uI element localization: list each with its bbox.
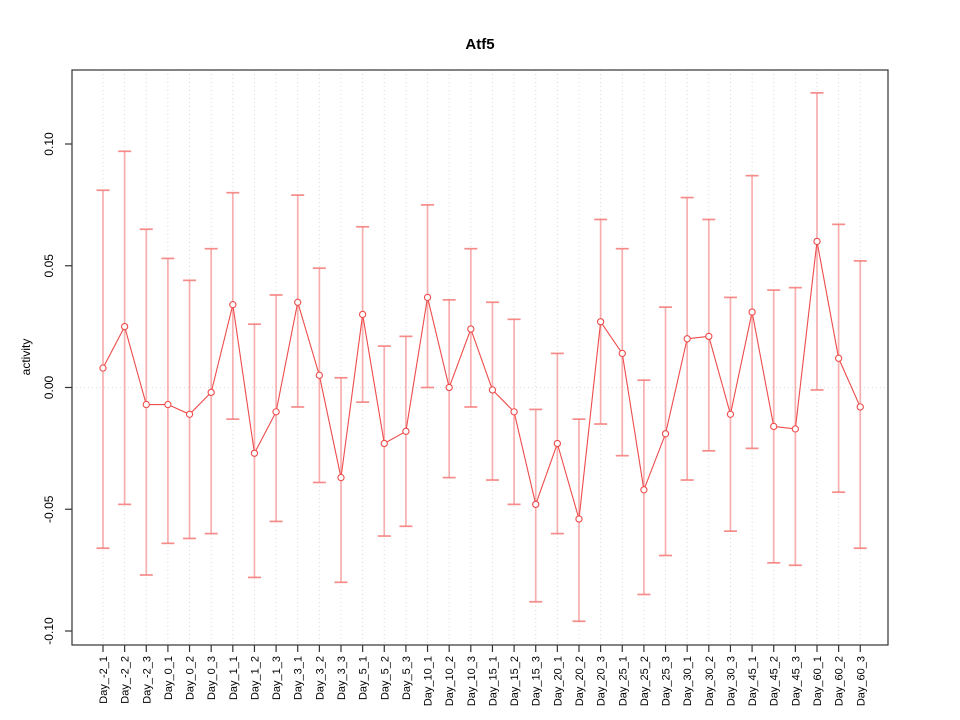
- data-point: [770, 422, 778, 431]
- x-tick-label: Day_60_1: [812, 656, 824, 706]
- data-point: [553, 439, 562, 448]
- plot-frame: [71, 69, 889, 646]
- data-point: [315, 371, 324, 379]
- x-tick-label: Day_3_3: [336, 656, 348, 700]
- plot-area: -0.10 -0.05 0.00 0.05 0.10 Day_-2_1 Day_-2_2 Da…: [42, 69, 889, 706]
- x-tick-label: Day_5_2: [379, 656, 391, 700]
- data-point: [120, 322, 129, 331]
- data-point: [856, 403, 864, 411]
- data-point: [661, 430, 670, 438]
- x-tick-label: Day_15_2: [509, 656, 521, 706]
- x-tick-label: Day_30_3: [725, 656, 737, 706]
- y-tick-label: -0.10: [42, 617, 56, 645]
- y-axis-label: activity: [19, 339, 33, 376]
- y-tick-label: 0.05: [42, 254, 56, 278]
- x-tick-label: Day_20_2: [574, 656, 586, 706]
- data-point: [229, 301, 237, 309]
- x-tick-label: Day_1_1: [228, 656, 240, 700]
- data-point: [510, 408, 518, 416]
- x-tick-label: Day_60_2: [834, 656, 846, 706]
- data-point: [402, 427, 410, 435]
- data-point: [813, 237, 821, 246]
- x-tick-label: Day_20_1: [552, 656, 564, 706]
- y-tick-label: 0.10: [42, 132, 56, 156]
- data-point: [207, 388, 215, 397]
- x-tick-label: Day_0_1: [163, 656, 175, 700]
- data-point: [164, 400, 172, 409]
- x-tick-label: Day_5_1: [358, 656, 370, 700]
- y-tick-label: 0.00: [42, 375, 56, 399]
- data-point: [488, 386, 497, 394]
- data-point: [445, 383, 453, 392]
- x-tick-label: Day_-2_3: [141, 656, 153, 704]
- data-point: [791, 425, 800, 433]
- x-tick-label: Day_1_3: [271, 656, 283, 700]
- data-point: [272, 408, 280, 416]
- x-tick-label: Day_0_3: [206, 656, 218, 700]
- series-line: [102, 241, 861, 520]
- x-tick-label: Day_25_2: [639, 656, 651, 706]
- data-point: [358, 310, 367, 319]
- data-point: [748, 308, 756, 316]
- x-tick-label: Day_1_2: [249, 656, 261, 700]
- y-tick-label: -0.05: [42, 495, 56, 523]
- x-tick-label: Day_30_1: [682, 656, 694, 706]
- x-tick-label: Day_10_1: [423, 656, 435, 706]
- chart-title: Atf5: [465, 36, 494, 53]
- x-tick-label: Day_10_2: [444, 656, 456, 706]
- data-point: [618, 349, 626, 358]
- x-tick-label: Day_45_1: [747, 656, 759, 706]
- data-point: [683, 335, 691, 343]
- x-tick-label: Day_20_3: [596, 656, 608, 706]
- data-point: [726, 410, 735, 418]
- x-tick-label: Day_60_3: [855, 656, 867, 706]
- x-tick-label: Day_45_3: [790, 656, 802, 706]
- x-tick-label: Day_-2_2: [120, 656, 132, 704]
- x-tick-label: Day_-2_1: [98, 656, 110, 704]
- x-tick-label: Day_3_1: [293, 656, 305, 700]
- x-tick-label: Day_0_2: [185, 656, 197, 700]
- data-point: [250, 449, 259, 457]
- x-tick-label: Day_15_1: [487, 656, 499, 706]
- data-point: [337, 473, 345, 482]
- x-tick-label: Day_25_1: [617, 656, 629, 706]
- data-point: [99, 364, 107, 372]
- data-point: [705, 332, 713, 341]
- x-tick-label: Day_5_3: [401, 656, 413, 700]
- x-tick-label: Day_10_3: [466, 656, 478, 706]
- x-tick-label: Day_25_3: [661, 656, 673, 706]
- data-point: [575, 515, 583, 523]
- data-point: [380, 439, 388, 448]
- data-point: [596, 318, 605, 326]
- data-point: [423, 293, 432, 302]
- data-point: [142, 400, 150, 409]
- x-tick-label: Day_3_2: [314, 656, 326, 700]
- data-point: [640, 486, 648, 494]
- data-point: [185, 410, 194, 418]
- data-point: [467, 325, 475, 333]
- data-point: [834, 354, 843, 362]
- x-tick-label: Day_15_3: [531, 656, 543, 706]
- data-point: [294, 298, 302, 306]
- x-tick-label: Day_30_2: [704, 656, 716, 706]
- x-tick-label: Day_45_2: [769, 656, 781, 706]
- data-point: [532, 500, 540, 509]
